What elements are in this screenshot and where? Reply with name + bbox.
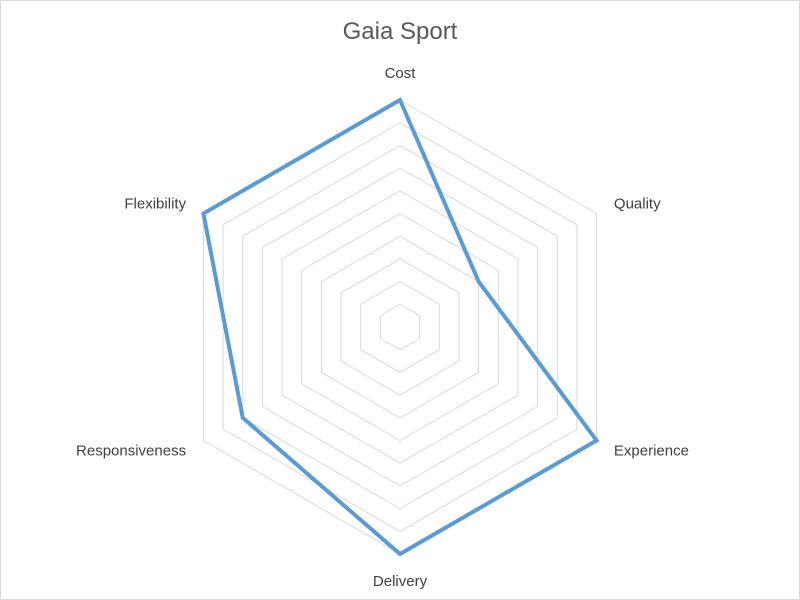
radar-series-layer [201,97,600,557]
grid-ring-9 [222,122,578,532]
grid-ring-7 [261,167,539,487]
grid-ring-5 [301,212,499,442]
grid-ring-8 [242,144,558,510]
axis-labels: Cost Quality Experience Delivery Responsiven… [76,65,689,590]
grid-ring-2 [360,281,440,373]
radar-grid [202,99,598,555]
axis-label-experience: Experience [614,443,689,460]
axis-label-cost: Cost [385,65,417,82]
grid-ring-4 [320,235,480,419]
axis-label-delivery: Delivery [373,573,428,590]
axis-label-responsiveness: Responsiveness [76,443,186,460]
axis-label-flexibility: Flexibility [124,196,186,213]
chart-title: Gaia Sport [342,18,458,45]
series-line-0 [201,97,600,557]
grid-ring-3 [340,258,460,396]
axis-label-quality: Quality [614,196,661,213]
grid-ring-6 [281,190,519,464]
grid-ring-1 [379,303,421,351]
